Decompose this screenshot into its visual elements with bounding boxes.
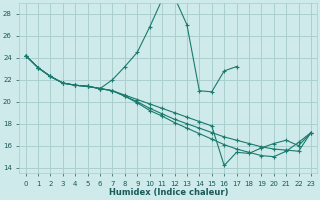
X-axis label: Humidex (Indice chaleur): Humidex (Indice chaleur): [108, 188, 228, 197]
